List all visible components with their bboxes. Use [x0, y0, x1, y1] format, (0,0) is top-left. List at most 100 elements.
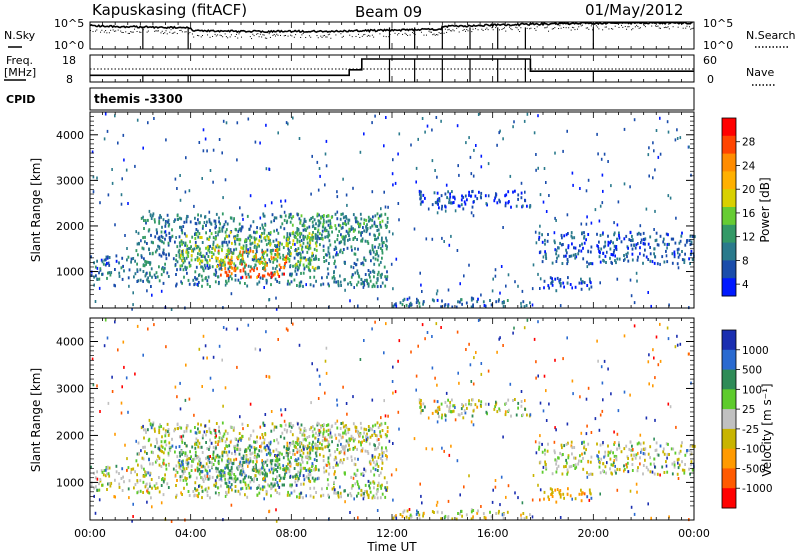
power-cell: [374, 224, 377, 228]
power-cell: [251, 258, 254, 262]
cpid-value: themis -3300: [94, 92, 183, 106]
power-cell: [217, 249, 220, 253]
power-cell: [212, 243, 215, 247]
velocity-cell: [322, 454, 325, 458]
power-cell: [206, 245, 209, 249]
power-cell: [276, 259, 279, 263]
power-cell: [499, 200, 501, 204]
power-cell: [494, 196, 496, 200]
power-cell: [120, 202, 123, 206]
power-cell: [440, 119, 442, 123]
velocity-cell: [256, 453, 259, 457]
velocity-cell: [659, 444, 662, 448]
velocity-cell: [363, 494, 366, 498]
nsearch-dot: [258, 36, 260, 38]
power-cell: [654, 239, 657, 243]
velocity-cell: [253, 476, 256, 480]
velocity-cell: [257, 470, 260, 474]
velocity-cell: [176, 395, 178, 399]
velocity-cell: [454, 406, 456, 409]
velocity-cell: [181, 474, 184, 478]
power-cell: [323, 228, 326, 231]
power-cell: [263, 231, 266, 235]
power-cell: [385, 247, 388, 251]
power-cell: [611, 253, 614, 257]
power-cell: [276, 248, 279, 251]
power-cell: [202, 269, 205, 273]
velocity-cell: [93, 471, 95, 475]
power-cell: [328, 284, 330, 288]
velocity-cell: [357, 485, 360, 489]
power-cell: [223, 223, 226, 227]
velocity-cell: [195, 476, 198, 480]
velocity-cell: [233, 477, 236, 481]
power-cell: [95, 274, 97, 278]
power-cell: [225, 228, 228, 232]
nsearch-dot: [429, 31, 431, 33]
power-cell: [285, 238, 288, 242]
power-cell: [355, 216, 358, 220]
velocity-cell: [395, 468, 398, 472]
power-cell: [290, 216, 293, 220]
velocity-cell: [327, 428, 330, 432]
velocity-cell: [683, 471, 686, 475]
nsearch-dot: [667, 26, 669, 28]
velocity-cell: [296, 475, 299, 479]
velocity-cell: [354, 445, 356, 449]
velocity-cell: [224, 466, 227, 470]
power-cell: [454, 209, 457, 213]
power-cell: [185, 256, 188, 260]
velocity-cell: [288, 422, 291, 426]
velocity-cell: [270, 494, 272, 498]
velocity-cell: [202, 334, 205, 338]
velocity-cell: [286, 493, 289, 497]
velocity-cell: [659, 322, 661, 326]
velocity-cell: [262, 466, 265, 470]
velocity-cell: [471, 414, 474, 418]
velocity-cell: [376, 484, 379, 488]
velocity-cell: [378, 442, 381, 446]
power-cell: [435, 116, 438, 119]
power-cell: [559, 282, 562, 285]
velocity-cell: [136, 479, 139, 483]
power-cell: [92, 175, 95, 179]
power-cell: [633, 118, 636, 122]
velocity-cell: [544, 452, 546, 456]
power-cell: [314, 236, 317, 240]
power-cell: [186, 244, 189, 248]
power-cell: [153, 273, 156, 277]
velocity-cell: [345, 439, 348, 443]
power-cell: [263, 274, 266, 278]
velocity-cell: [276, 463, 279, 467]
power-cell: [369, 226, 372, 230]
velocity-cell: [654, 418, 656, 422]
nsearch-dot: [463, 29, 465, 31]
power-cell: [368, 273, 370, 277]
velocity-cell: [321, 443, 323, 447]
velocity-cell: [409, 513, 412, 517]
power-cell: [453, 195, 456, 199]
nsearch-dot: [516, 27, 518, 29]
velocity-cell: [291, 433, 294, 437]
velocity-cell: [118, 482, 121, 486]
velocity-cell: [667, 442, 669, 446]
power-cell: [343, 241, 346, 245]
velocity-cell: [306, 455, 309, 459]
velocity-cell: [92, 383, 95, 387]
velocity-cell: [416, 509, 418, 513]
power-cell: [255, 237, 258, 241]
velocity-cell: [208, 457, 210, 461]
velocity-cell: [174, 427, 176, 431]
power-cell: [174, 177, 177, 181]
power-cell: [145, 221, 147, 225]
velocity-cell: [674, 451, 677, 455]
velocity-cell: [328, 449, 331, 453]
velocity-cell: [201, 436, 204, 440]
power-cell: [199, 236, 202, 239]
power-cell: [230, 272, 233, 276]
power-cell: [295, 231, 297, 235]
power-cell: [570, 234, 573, 238]
power-cell: [602, 189, 604, 193]
velocity-cell: [379, 430, 381, 434]
velocity-cell: [344, 429, 347, 433]
